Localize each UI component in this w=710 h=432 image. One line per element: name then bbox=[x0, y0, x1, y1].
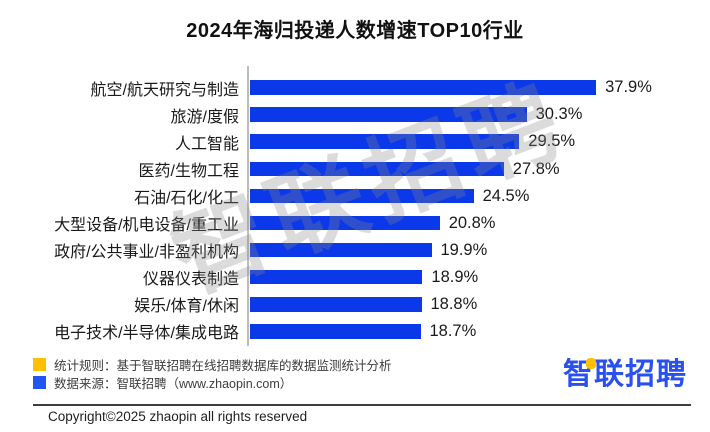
bar bbox=[249, 161, 504, 177]
category-label: 大型设备/机电设备/重工业 bbox=[54, 217, 239, 235]
value-label: 24.5% bbox=[482, 186, 530, 205]
y-axis-line bbox=[247, 66, 249, 346]
chart-row: 大型设备/机电设备/重工业 20.8% bbox=[0, 209, 710, 236]
chart-row: 航空/航天研究与制造 37.9% bbox=[0, 74, 710, 101]
bar-track: 29.5% bbox=[248, 132, 710, 151]
chart-row: 仪器仪表制造 18.9% bbox=[0, 264, 710, 291]
category-label: 旅游/度假 bbox=[170, 108, 239, 126]
copyright-text: Copyright©2025 zhaopin all rights reserv… bbox=[48, 409, 308, 424]
bar bbox=[249, 297, 422, 312]
chart-row: 人工智能 29.5% bbox=[0, 128, 710, 155]
bar bbox=[249, 80, 597, 95]
bar-track: 18.9% bbox=[248, 267, 710, 286]
category-label: 医药/生物工程 bbox=[138, 162, 239, 180]
category-label: 人工智能 bbox=[174, 135, 239, 153]
chart-row: 旅游/度假 30.3% bbox=[0, 101, 710, 128]
category-label: 政府/公共事业/非盈利机构 bbox=[54, 244, 239, 262]
bar-chart: 航空/航天研究与制造 37.9% 旅游/度假 30.3% 人工智能 29.5% 医药/生物工… bbox=[0, 74, 710, 345]
logo-yellow-dot-icon bbox=[586, 358, 596, 369]
bar-track: 19.9% bbox=[248, 240, 710, 259]
bar-track: 24.5% bbox=[248, 186, 710, 205]
bar-track: 18.8% bbox=[248, 295, 710, 314]
chart-row: 石油/石化/化工 24.5% bbox=[0, 182, 710, 209]
value-label: 18.7% bbox=[429, 322, 477, 341]
value-label: 20.8% bbox=[448, 213, 496, 232]
legend-item-statistics-rule: 统计规则：基于智联招聘在线招聘数据库的数据监测统计分析 bbox=[33, 355, 392, 374]
legend-swatch-yellow bbox=[33, 357, 46, 371]
bar-track: 37.9% bbox=[248, 78, 710, 97]
chart-title: 2024年海归投递人数增速TOP10行业 bbox=[186, 20, 524, 42]
value-label: 27.8% bbox=[512, 159, 560, 178]
bar bbox=[249, 215, 440, 231]
bar bbox=[249, 242, 432, 258]
chart-row: 政府/公共事业/非盈利机构 19.9% bbox=[0, 237, 710, 264]
bar bbox=[249, 107, 527, 122]
category-label: 仪器仪表制造 bbox=[142, 271, 239, 289]
value-label: 30.3% bbox=[535, 105, 583, 124]
bar bbox=[249, 188, 474, 204]
legend-swatch-blue bbox=[33, 376, 46, 390]
chart-row: 娱乐/体育/休闲 18.8% bbox=[0, 291, 710, 318]
bar-track: 20.8% bbox=[248, 213, 710, 232]
category-label: 航空/航天研究与制造 bbox=[90, 81, 239, 99]
chart-row: 医药/生物工程 27.8% bbox=[0, 155, 710, 182]
zhaopin-logo: 智联招聘 bbox=[563, 356, 687, 394]
bar-track: 18.7% bbox=[248, 322, 710, 341]
value-label: 18.9% bbox=[431, 267, 479, 286]
value-label: 18.8% bbox=[430, 295, 478, 314]
category-label: 娱乐/体育/休闲 bbox=[134, 298, 239, 316]
value-label: 37.9% bbox=[605, 78, 652, 97]
bar bbox=[249, 324, 421, 339]
category-label: 石油/石化/化工 bbox=[134, 189, 239, 207]
value-label: 29.5% bbox=[528, 132, 576, 151]
bar bbox=[249, 269, 423, 285]
chart-row: 电子技术/半导体/集成电路 18.7% bbox=[0, 318, 710, 345]
legend: 统计规则：基于智联招聘在线招聘数据库的数据监测统计分析 数据来源：智联招聘（ww… bbox=[33, 355, 392, 392]
bar-track: 27.8% bbox=[248, 159, 710, 178]
category-label: 电子技术/半导体/集成电路 bbox=[54, 325, 239, 343]
legend-item-data-source: 数据来源：智联招聘（www.zhaopin.com） bbox=[33, 374, 392, 393]
legend-label: 统计规则：基于智联招聘在线招聘数据库的数据监测统计分析 bbox=[54, 358, 392, 373]
footer-divider bbox=[33, 404, 691, 406]
bar-track: 30.3% bbox=[248, 105, 710, 124]
bar bbox=[249, 134, 520, 149]
legend-label: 数据来源：智联招聘（www.zhaopin.com） bbox=[54, 377, 293, 392]
logo-text: 智联招聘 bbox=[563, 358, 687, 391]
value-label: 19.9% bbox=[440, 240, 488, 259]
